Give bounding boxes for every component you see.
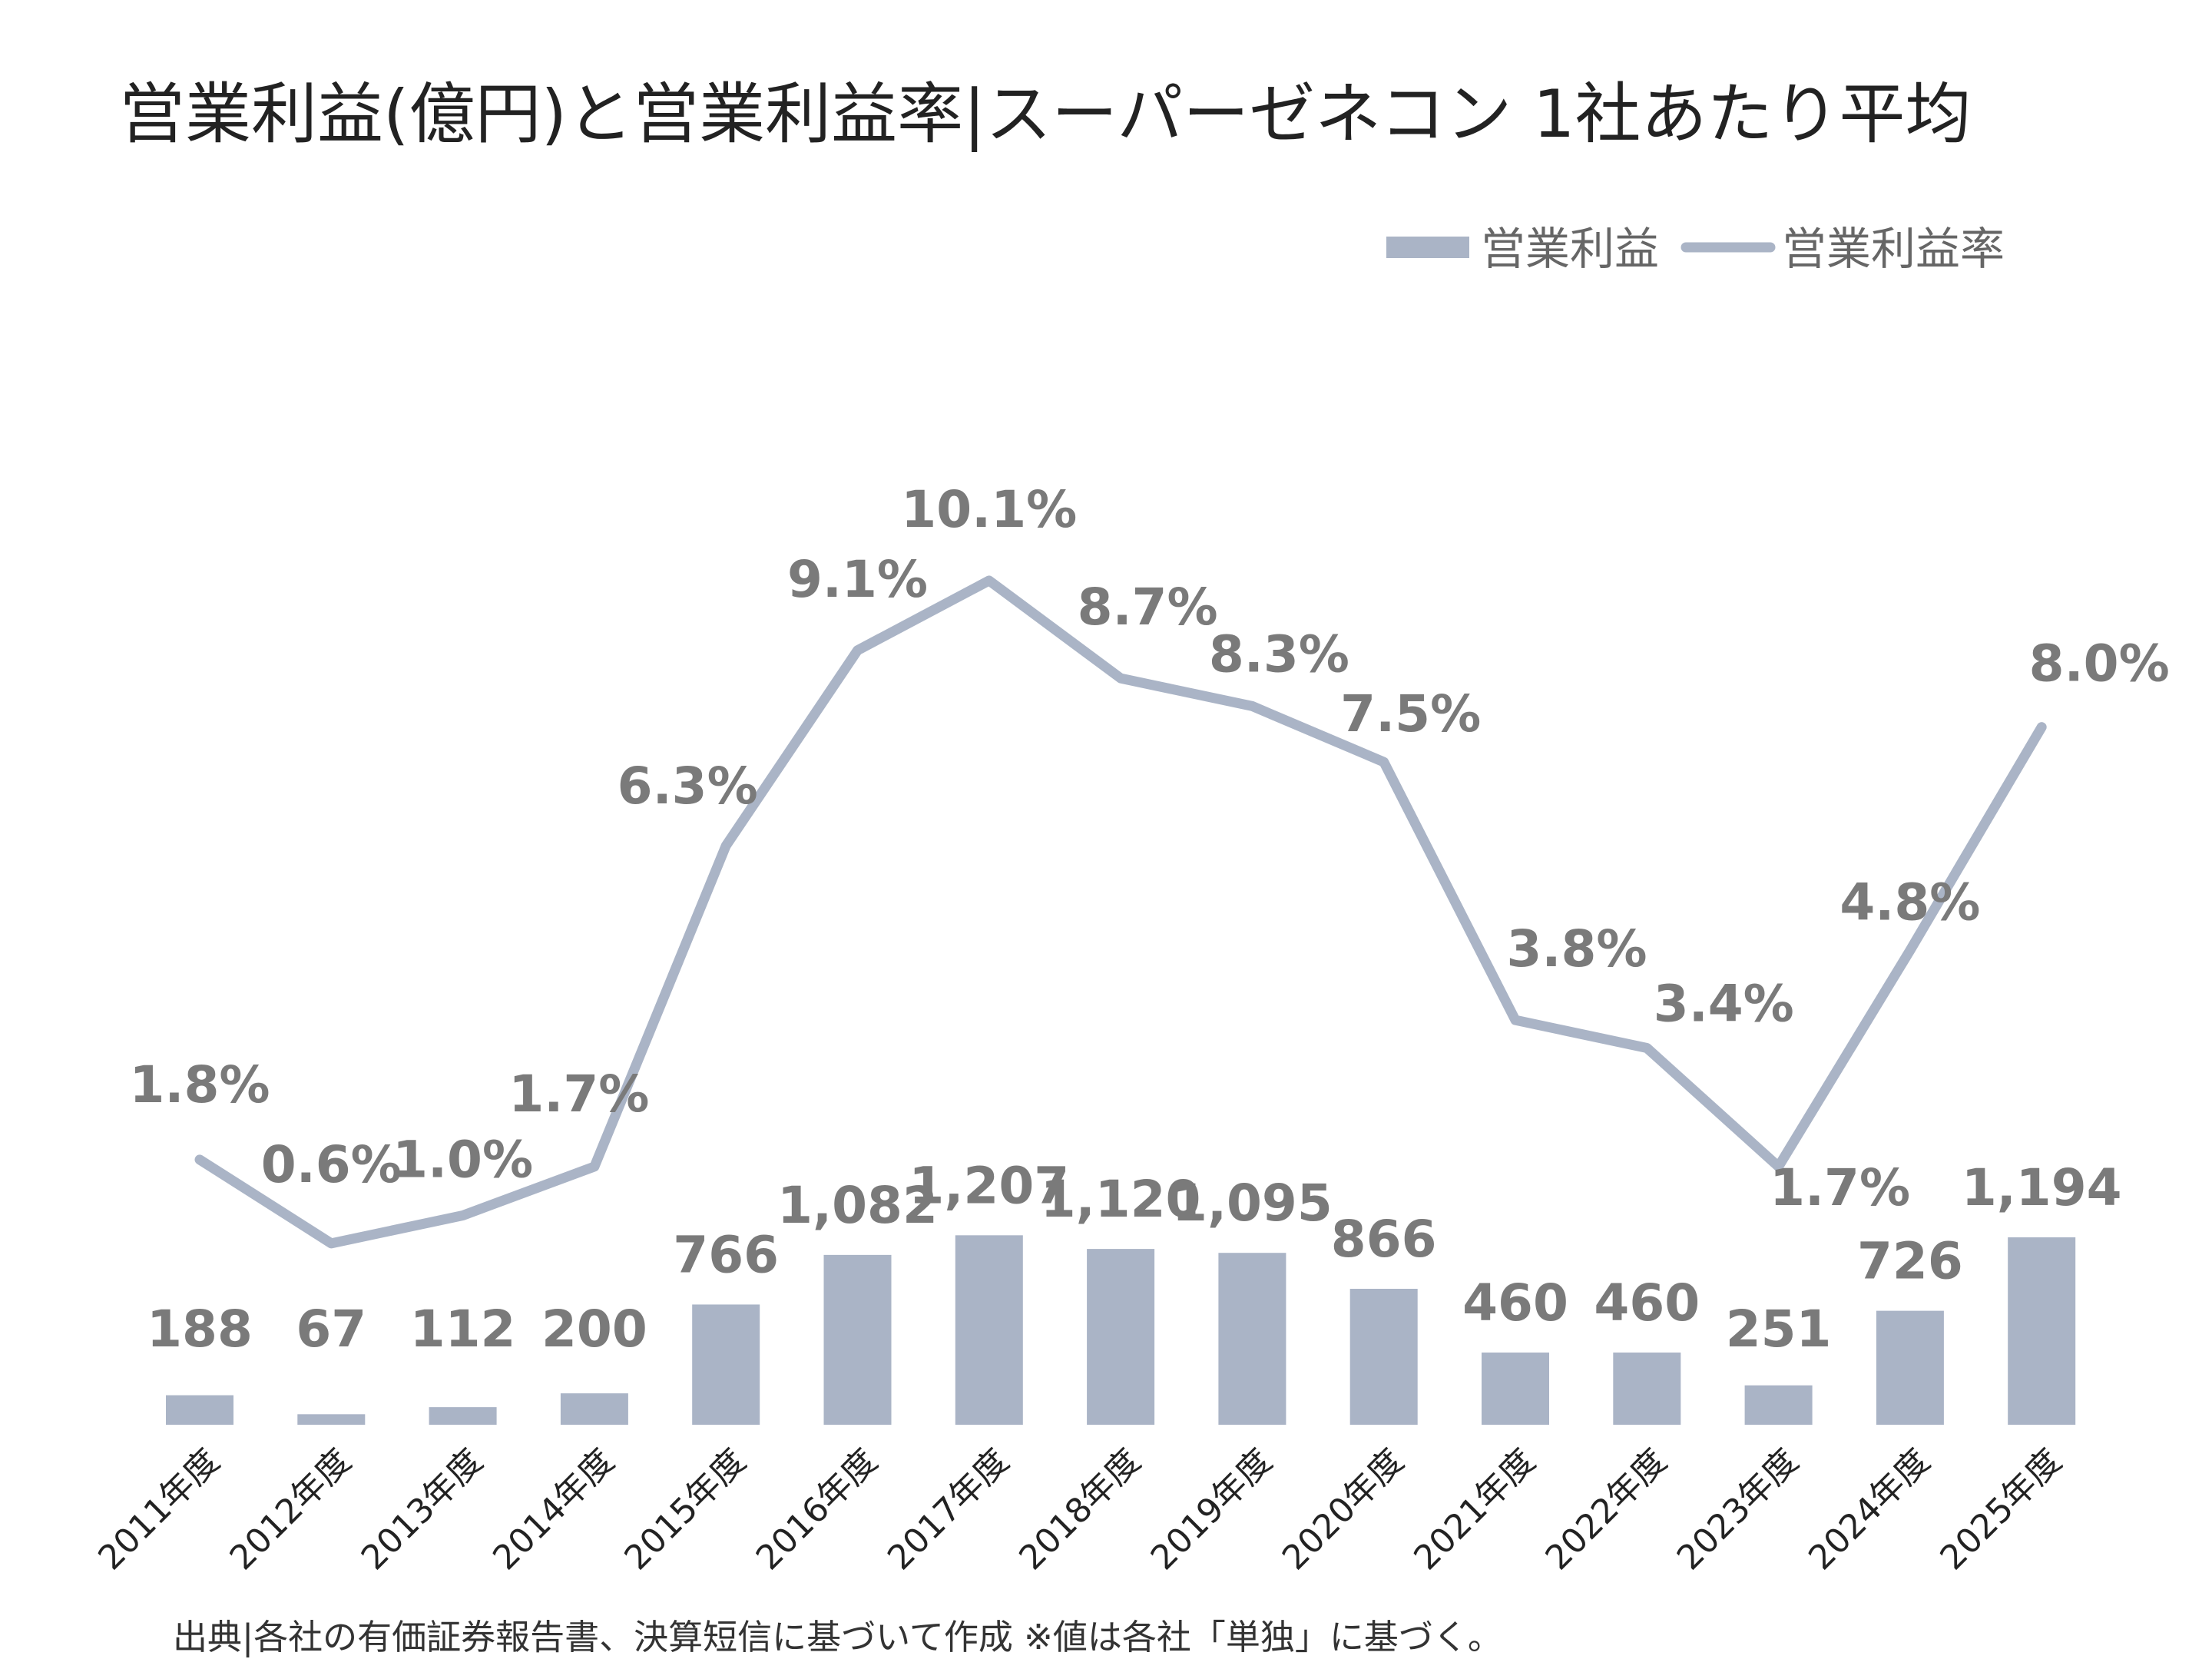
bar-label-13: 726 xyxy=(1857,1232,1963,1291)
line-path xyxy=(194,575,2047,1249)
line-label-8: 8.3% xyxy=(1209,624,1349,684)
bar-6 xyxy=(955,1235,1023,1425)
line-label-14: 8.0% xyxy=(2029,634,2170,694)
x-tick-1: 2012年度 xyxy=(223,1442,359,1578)
line-label-3: 1.7% xyxy=(508,1065,649,1124)
bar-0 xyxy=(166,1395,233,1425)
bar-label-10: 460 xyxy=(1462,1273,1568,1333)
line-label-5: 9.1% xyxy=(787,550,928,609)
bar-3 xyxy=(560,1393,628,1425)
x-tick-9: 2020年度 xyxy=(1275,1442,1411,1578)
x-tick-7: 2018年度 xyxy=(1012,1442,1147,1578)
legend-line-label: 営業利益率 xyxy=(1782,223,2005,275)
bar-label-1: 67 xyxy=(296,1300,366,1359)
bar-label-7: 1,120 xyxy=(1041,1170,1201,1229)
line-data-labels: 1.8% 0.6%1.0% 1.7% 6.3% 9.1% 10.1%8.7%8.3%7.5… xyxy=(129,480,2169,1217)
x-tick-5: 2016年度 xyxy=(749,1442,885,1578)
x-axis-ticks: 2011年度2012年度2013年度2014年度2015年度2016年度2017… xyxy=(91,1442,2069,1578)
bar-4 xyxy=(692,1304,760,1425)
bar-label-9: 866 xyxy=(1331,1210,1437,1269)
line-label-1: 0.6% xyxy=(261,1135,402,1194)
x-tick-8: 2019年度 xyxy=(1144,1442,1280,1578)
bar-series xyxy=(166,1235,2076,1425)
bar-10 xyxy=(1482,1352,1549,1425)
bar-2 xyxy=(429,1407,497,1425)
bar-9 xyxy=(1349,1289,1418,1425)
bar-label-6: 1,207 xyxy=(909,1156,1069,1215)
legend-bar-label: 営業利益 xyxy=(1481,223,1659,275)
x-tick-10: 2021年度 xyxy=(1406,1442,1542,1578)
legend-bar-swatch xyxy=(1386,237,1469,258)
line-label-7: 8.7% xyxy=(1078,578,1218,637)
line-label-13: 4.8% xyxy=(1839,873,1980,932)
x-tick-4: 2015年度 xyxy=(618,1442,753,1578)
line-label-9: 7.5% xyxy=(1340,684,1481,743)
line-label-0: 1.8% xyxy=(129,1055,270,1114)
x-tick-3: 2014年度 xyxy=(485,1442,621,1578)
bar-label-4: 766 xyxy=(673,1225,779,1284)
bar-label-5: 1,082 xyxy=(777,1176,938,1235)
bar-label-11: 460 xyxy=(1594,1273,1700,1333)
line-label-12: 1.7% xyxy=(1770,1158,1910,1217)
x-tick-6: 2017年度 xyxy=(880,1442,1016,1578)
bar-14 xyxy=(2008,1237,2076,1425)
bar-label-8: 1,095 xyxy=(1172,1174,1333,1233)
bar-label-12: 251 xyxy=(1726,1300,1832,1359)
source-note: 出典|各社の有価証券報告書、決算短信に基づいて作成 ※値は各社「単独」に基づく。 xyxy=(173,1617,1502,1657)
bar-7 xyxy=(1087,1249,1155,1425)
x-tick-14: 2025年度 xyxy=(1933,1442,2069,1578)
line-label-10: 3.8% xyxy=(1506,919,1647,979)
bar-8 xyxy=(1218,1253,1286,1425)
x-tick-12: 2023年度 xyxy=(1670,1442,1806,1578)
bar-5 xyxy=(823,1254,892,1425)
x-tick-13: 2024年度 xyxy=(1801,1442,1937,1578)
line-label-6: 10.1% xyxy=(901,480,1077,539)
bar-label-3: 200 xyxy=(541,1300,647,1359)
line-series xyxy=(194,575,2047,1249)
legend: 営業利益 営業利益率 xyxy=(1386,223,2005,275)
line-label-4: 6.3% xyxy=(618,757,758,816)
chart-title: 営業利益(億円)と営業利益率|スーパーゼネコン 1社あたり平均 xyxy=(119,76,1972,153)
x-tick-0: 2011年度 xyxy=(91,1442,227,1578)
x-tick-2: 2013年度 xyxy=(354,1442,490,1578)
bar-1 xyxy=(297,1414,366,1425)
line-label-11: 3.4% xyxy=(1654,975,1794,1034)
bar-12 xyxy=(1744,1385,1813,1425)
bar-11 xyxy=(1613,1352,1681,1425)
bar-13 xyxy=(1876,1310,1944,1425)
bar-label-14: 1,194 xyxy=(1962,1158,2122,1217)
x-tick-11: 2022年度 xyxy=(1538,1442,1674,1578)
bar-label-0: 188 xyxy=(147,1300,253,1359)
line-label-2: 1.0% xyxy=(392,1131,533,1190)
bar-label-2: 112 xyxy=(410,1300,516,1359)
